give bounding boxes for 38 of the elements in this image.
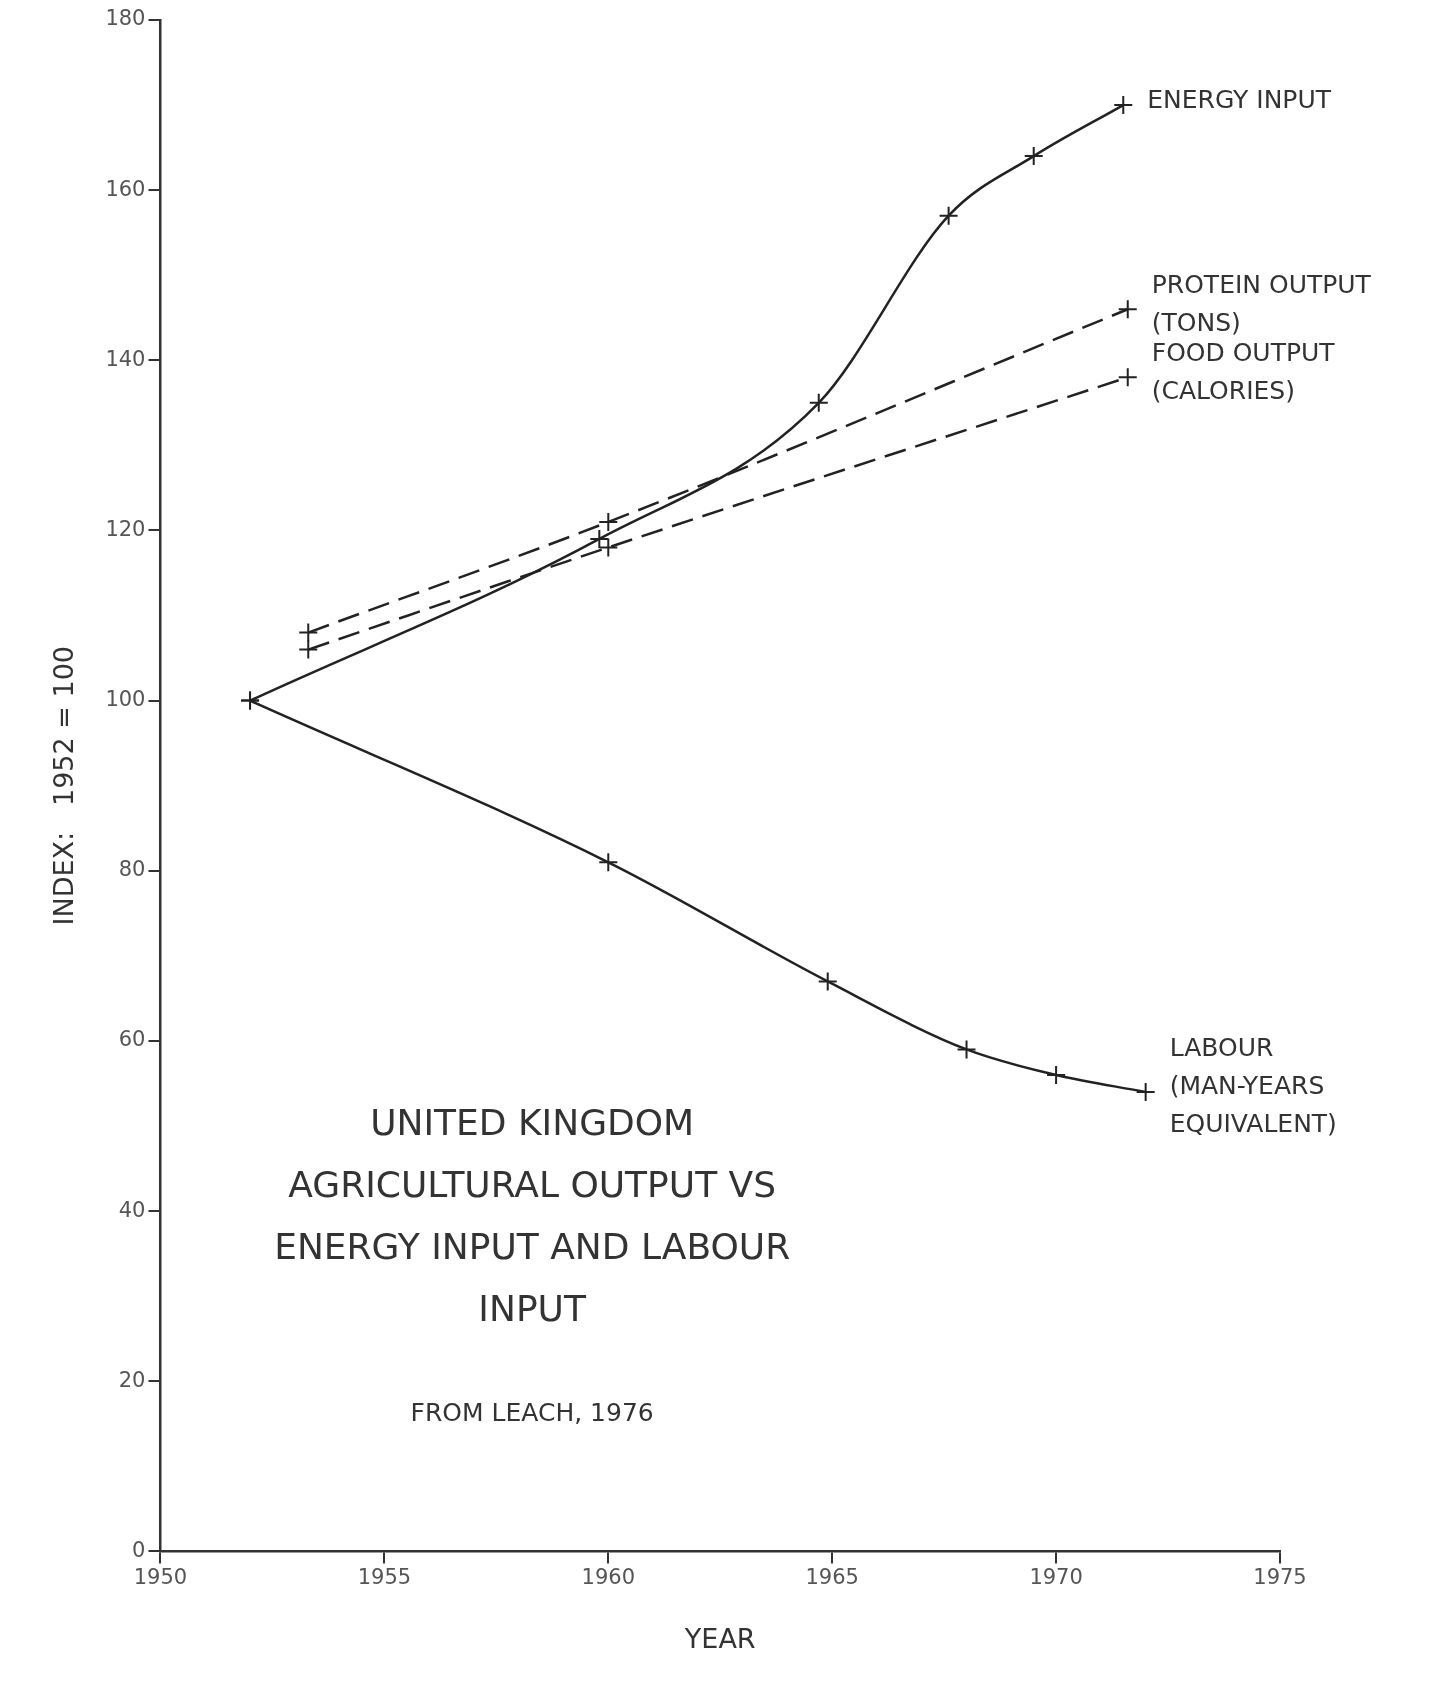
point <box>938 205 959 226</box>
series-label: LABOUR (MAN-YEARS EQUIVALENT) <box>1169 1033 1337 1139</box>
y-tick-label: 0 <box>132 1537 146 1562</box>
y-tick-label: 180 <box>105 6 146 31</box>
y-tick-label: 120 <box>105 516 146 541</box>
point <box>1113 95 1134 116</box>
point <box>808 392 829 413</box>
point <box>956 1039 977 1060</box>
y-tick-label: 80 <box>118 857 146 882</box>
series-label: FOOD OUTPUT (CALORIES) <box>1151 337 1336 405</box>
point <box>1117 299 1138 320</box>
text: UNITED KINGDOM AGRICULTURAL OUTPUT VS ENERGY INPUT AND LABOUR INPUT <box>274 1102 791 1330</box>
y-axis-title: INDEX: 1952 = 100 <box>48 646 80 926</box>
y-tick-label: 20 <box>118 1367 146 1392</box>
point <box>1046 1064 1067 1085</box>
point <box>1117 367 1138 388</box>
annotation: FROM LEACH, 1976 <box>410 1397 654 1427</box>
x-tick-label: 1970 <box>1029 1565 1083 1590</box>
x-tick-label: 1975 <box>1253 1565 1307 1590</box>
point <box>298 639 319 660</box>
point <box>1135 1081 1156 1102</box>
point <box>298 622 319 643</box>
x-axis-title: YEAR <box>683 1622 756 1654</box>
x-tick-label: 1955 <box>357 1565 412 1590</box>
y-tick-label: 100 <box>105 687 146 712</box>
point <box>817 971 838 992</box>
x-tick-label: 1960 <box>581 1565 636 1590</box>
series-label: ENERGY INPUT <box>1147 84 1332 114</box>
y-tick-label: 60 <box>118 1027 146 1052</box>
x-tick-label: 1965 <box>805 1565 859 1590</box>
point <box>598 511 619 532</box>
point <box>598 852 619 873</box>
y-tick-label: 160 <box>105 176 146 201</box>
x-tick-label: 1950 <box>133 1565 188 1590</box>
y-tick-label: 140 <box>105 346 146 371</box>
point <box>1023 146 1044 167</box>
y-tick-label: 40 <box>118 1197 146 1222</box>
series-label: PROTEIN OUTPUT (TONS) <box>1151 269 1372 337</box>
